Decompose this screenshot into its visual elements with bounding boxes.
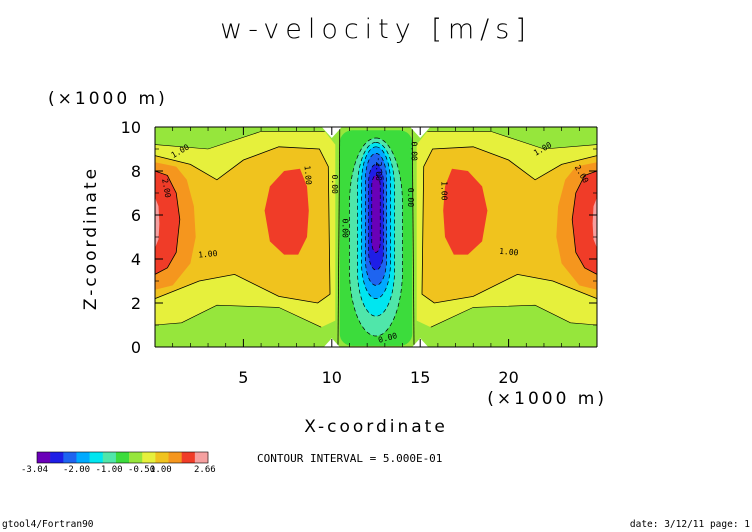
contour-line-05-top-right	[427, 131, 598, 150]
colorbar-max-label: 2.66	[194, 465, 216, 475]
y-tick-label-4: 8	[131, 162, 141, 181]
plot-area	[155, 127, 597, 347]
contour-line-2-right	[571, 170, 598, 275]
colorbar-min-label: -3.04	[21, 465, 48, 475]
y-unit-label: (×1000 m)	[48, 89, 168, 109]
colorbar-swatch-10	[168, 452, 182, 463]
x-tick-label-3: 20	[498, 368, 518, 387]
contour-label-1: 2.00	[160, 178, 172, 199]
colorbar-swatch-2	[63, 452, 77, 463]
contour-red-right-mid	[443, 168, 488, 255]
contour-label-9: 1.00	[499, 247, 519, 258]
x-tick-label-2: 15	[410, 368, 430, 387]
colorbar-swatch-3	[76, 452, 90, 463]
x-ticks: 5 10 15 20	[172, 127, 580, 387]
contour-label-4: 1.00	[302, 165, 313, 185]
colorbar-swatch-11	[181, 452, 196, 463]
y-tick-label-3: 6	[131, 206, 141, 225]
contour-label-5: 0.00	[340, 219, 349, 238]
colorbar-swatch-6	[115, 452, 130, 463]
contour-pink-right-edge	[592, 197, 597, 248]
contour-lines	[154, 129, 598, 345]
contour-label-8: 0.00	[409, 142, 418, 161]
colorbar-swatch-8	[142, 452, 156, 463]
contour-line-negative-2	[361, 146, 391, 299]
contour-line-negative-0	[349, 137, 403, 337]
contour-line-zero-1	[411, 129, 415, 345]
contour-red-right-edge	[572, 171, 597, 275]
x-axis-label: X-coordinate	[304, 417, 448, 437]
chart-title: w-velocity [m/s]	[220, 14, 532, 45]
footer-right: date: 3/12/11 page: 1	[630, 519, 750, 530]
colorbar-one-label: 1.00	[150, 465, 172, 475]
contour-line-1-left	[154, 146, 331, 304]
x-tick-label-1: 10	[322, 368, 342, 387]
y-tick-label-1: 2	[131, 294, 141, 313]
colorbar-swatch-1	[50, 452, 64, 463]
colorbar-swatch-0	[37, 452, 51, 463]
contour-label-12: 1.00	[439, 181, 448, 200]
colorbar-frame	[36, 451, 209, 464]
y-tick-label-2: 4	[131, 250, 141, 269]
colorbar	[36, 451, 209, 464]
contour-line-negative-3	[365, 153, 387, 286]
contour-downdraft-6	[371, 175, 381, 253]
y-ticks: 0 2 4 6 8 10	[121, 118, 597, 357]
colorbar-swatch-12	[194, 452, 209, 463]
colorbar-swatch-5	[102, 452, 117, 463]
contour-line-05-bot-right	[430, 304, 598, 328]
x-tick-label-0: 5	[238, 368, 248, 387]
contour-line-negative-4	[368, 164, 384, 271]
y-tick-label-5: 10	[121, 118, 141, 137]
contour-line-1-right	[421, 146, 598, 304]
contour-pink-left-edge	[155, 197, 160, 248]
colorbar-swatch-4	[89, 452, 104, 463]
contour-label-3: 1.00	[198, 249, 218, 260]
colorbar-swatch-9	[155, 452, 169, 463]
colorbar-swatch-7	[129, 452, 143, 463]
contour-label-2: 0.00	[330, 175, 339, 194]
contour-red-left-mid	[264, 168, 309, 255]
colorbar-mid-label: -2.00 -1.00 -0.50	[63, 465, 155, 475]
y-axis-label: Z-coordinate	[81, 166, 101, 310]
footer-left: gtool4/Fortran90	[2, 519, 94, 530]
contour-label-6: -2.00	[374, 157, 383, 181]
contour-line-05-bot-left	[154, 304, 322, 328]
contour-line-zero-0	[337, 129, 341, 345]
contour-line-negative-1	[357, 142, 395, 317]
contour-label-7: 0.00	[406, 188, 415, 207]
contour-interval: CONTOUR INTERVAL = 5.000E-01	[257, 452, 442, 465]
x-unit-label: (×1000 m)	[487, 389, 607, 409]
contour-line-05-top-left	[154, 131, 325, 150]
y-tick-label-0: 0	[131, 338, 141, 357]
contour-line-2-left	[154, 170, 181, 275]
contour-line-negative-5	[371, 175, 381, 253]
contour-red-left-edge	[155, 171, 180, 275]
